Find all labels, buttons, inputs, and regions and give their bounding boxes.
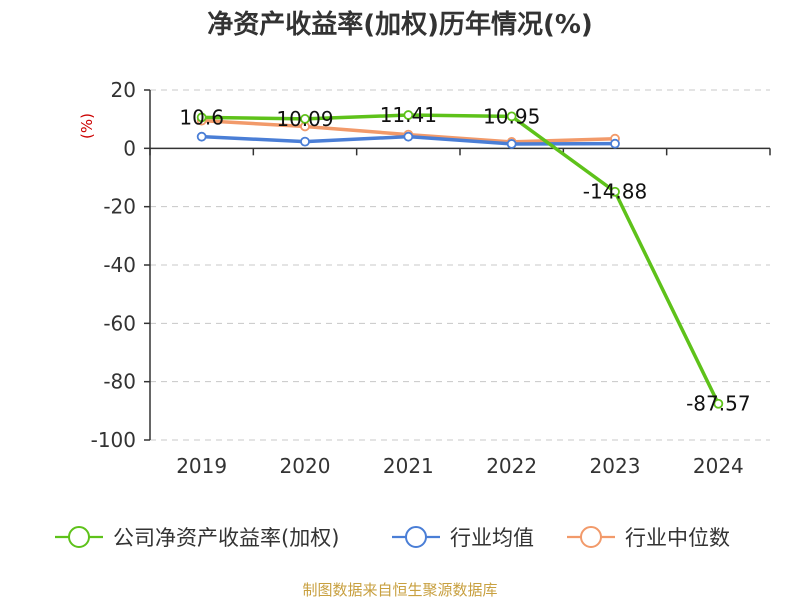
data-point [403, 110, 414, 120]
series-0 [196, 110, 724, 409]
y-tick-label: -20 [103, 195, 136, 219]
y-axis-unit-label: (%) [78, 113, 96, 139]
data-point [403, 131, 414, 142]
data-point [196, 131, 207, 142]
x-tick-label: 2024 [693, 454, 744, 478]
data-point [300, 114, 310, 124]
data-point [713, 398, 724, 409]
data-point [610, 186, 620, 197]
y-tick-label: -80 [103, 370, 136, 394]
legend-marker-icon [405, 526, 427, 548]
data-label: -87.57 [686, 392, 750, 416]
y-tick-label: -100 [91, 428, 136, 452]
data-point [300, 136, 310, 147]
legend-item: 行业均值 [392, 526, 534, 550]
x-tick-label: 2022 [486, 454, 537, 478]
legend: 公司净资产收益率(加权) 行业均值 行业中位数 [55, 526, 730, 550]
y-tick-label: -60 [103, 311, 136, 335]
series-layer [196, 110, 724, 409]
label-layer: 10.6 10.09 11.41 10.95 -14.88 -87.57 [179, 103, 750, 416]
data-label: 10.6 [179, 105, 224, 129]
x-tick-label: 2019 [176, 454, 227, 478]
legend-item: 公司净资产收益率(加权) [55, 526, 339, 550]
legend-marker-icon [68, 526, 90, 548]
grid-layer [150, 89, 770, 441]
y-tick-label: 0 [123, 136, 136, 160]
y-tick-label: -40 [103, 253, 136, 277]
x-tick-label: 2021 [383, 454, 434, 478]
tick-layer: 20 0 -20 -40 -60 -80 -100 2019 2020 2021 2022 2023 2… [91, 78, 771, 478]
legend-marker-icon [580, 526, 602, 548]
data-label: 10.09 [276, 107, 333, 131]
data-label: -14.88 [583, 180, 647, 204]
y-tick-label: 20 [111, 78, 136, 102]
legend-item: 行业中位数 [567, 526, 730, 550]
data-label: 11.41 [380, 103, 437, 127]
legend-label: 公司净资产收益率(加权) [113, 526, 339, 550]
x-tick-label: 2023 [590, 454, 641, 478]
data-point [506, 111, 517, 122]
chart-title: 净资产收益率(加权)历年情况(%) [207, 9, 593, 40]
data-point [506, 139, 517, 149]
data-point [610, 138, 620, 149]
series-line [199, 113, 721, 406]
data-label: 10.95 [483, 104, 540, 128]
data-source-note: 制图数据来自恒生聚源数据库 [302, 581, 497, 599]
legend-label: 行业中位数 [625, 526, 730, 550]
x-tick-label: 2020 [280, 454, 331, 478]
series-1 [196, 131, 620, 149]
data-point [196, 112, 207, 123]
legend-label: 行业均值 [450, 526, 534, 550]
